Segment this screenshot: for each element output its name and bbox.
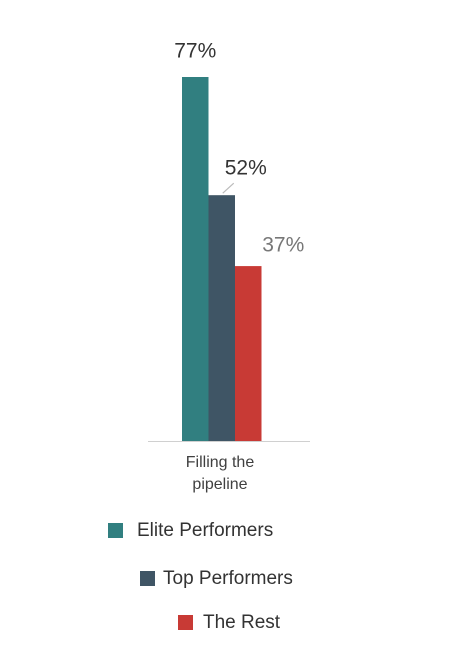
legend-swatch [108, 523, 123, 538]
legend-swatch [140, 571, 155, 586]
bar [235, 266, 262, 441]
legend-swatch [178, 615, 193, 630]
bar [208, 195, 235, 441]
legend-label: Elite Performers [137, 520, 273, 541]
leader-line [222, 182, 235, 194]
bar [182, 77, 209, 441]
legend-label: The Rest [203, 612, 281, 633]
data-label: 37% [262, 234, 304, 257]
legend-label: Top Performers [163, 568, 293, 589]
x-tick-label: Filling the pipeline [185, 454, 255, 493]
data-label: 77% [174, 40, 216, 63]
data-label: 52% [225, 157, 267, 180]
